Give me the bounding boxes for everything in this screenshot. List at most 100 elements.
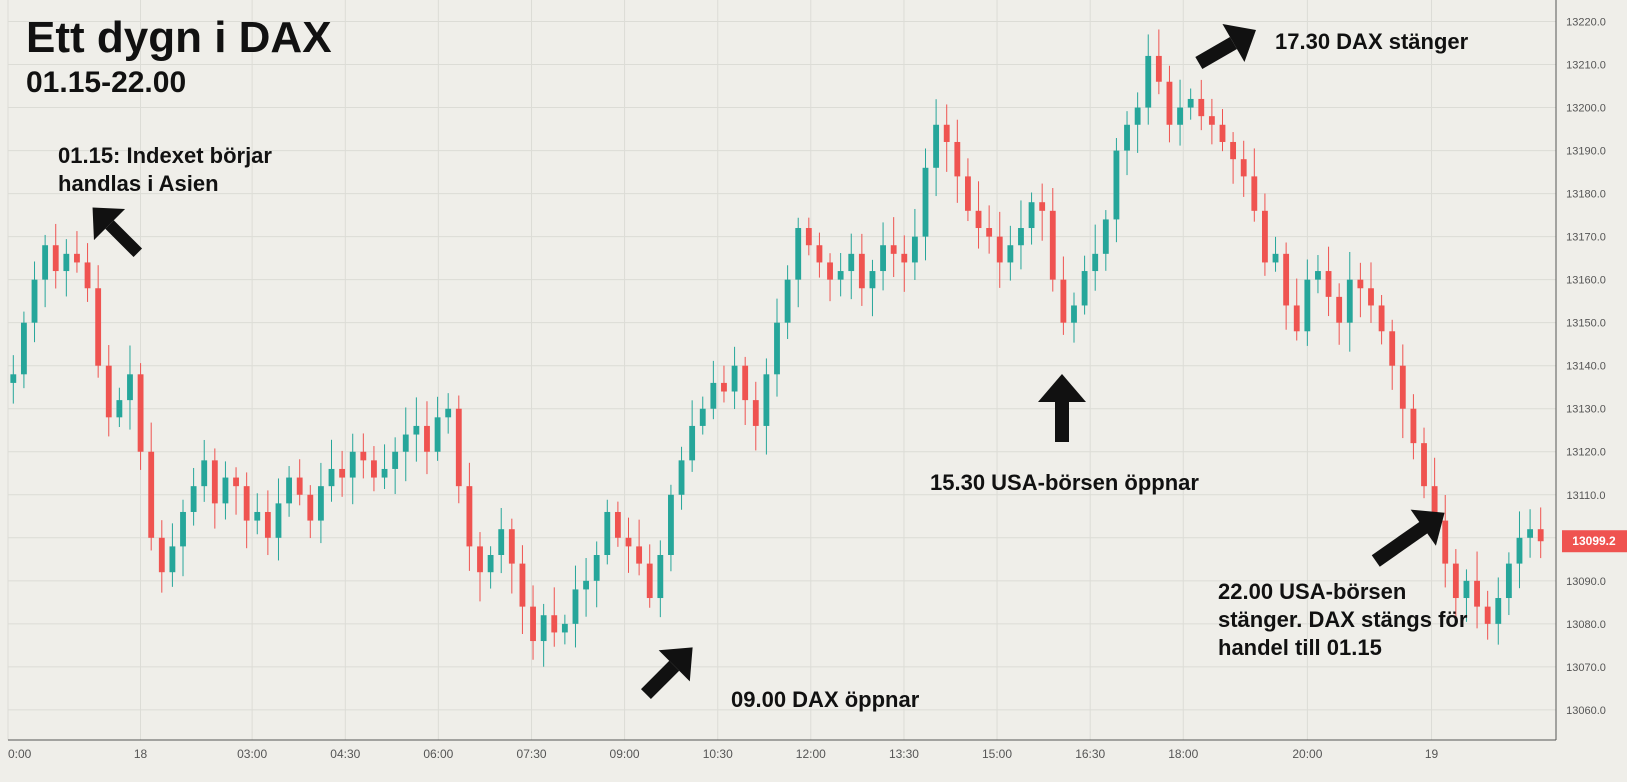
annotation-us-close-line1: 22.00 USA-börsen [1218, 579, 1406, 604]
candle-body [1389, 331, 1396, 366]
candle-body [880, 245, 886, 272]
candle-body [1208, 116, 1215, 125]
y-tick-label: 13160.0 [1566, 275, 1606, 287]
arrow-down-left-icon-2 [1195, 23, 1256, 70]
candle-body [1081, 271, 1088, 306]
candle-body [1166, 81, 1173, 125]
candle-body [42, 245, 49, 280]
candle-body [371, 460, 377, 478]
annotation-dax-open: 09.00 DAX öppnar [731, 687, 920, 712]
x-tick-label: 13:30 [889, 747, 919, 761]
candle-body [827, 262, 833, 280]
last-price-label: 13099.2 [1572, 534, 1616, 548]
candle-body [10, 374, 17, 383]
candle-body [763, 374, 770, 426]
candle-body [954, 141, 961, 177]
candle-body [286, 477, 292, 504]
candle-body [1060, 279, 1067, 323]
candle-body [1505, 563, 1512, 599]
candle-body [466, 486, 473, 547]
candle-body [1325, 271, 1332, 297]
candle-body [1187, 98, 1194, 108]
candle-body [774, 322, 780, 375]
candle-body [922, 167, 929, 237]
candle-body [211, 460, 218, 504]
y-tick-label: 13060.0 [1566, 705, 1606, 717]
candle-body [646, 563, 653, 599]
candle-body [1516, 537, 1523, 564]
y-tick-label: 13090.0 [1566, 576, 1606, 588]
candle-body [933, 124, 940, 168]
arrow-up-right-icon [1371, 509, 1445, 567]
candle-body [95, 288, 102, 366]
candle-body [307, 494, 314, 521]
candle-body [943, 124, 950, 142]
candle-body [1028, 202, 1035, 229]
candle-body [519, 563, 526, 607]
last-price-background [1562, 530, 1627, 553]
candle-body [1368, 288, 1374, 306]
candle-body [561, 623, 568, 633]
x-tick-label: 04:30 [330, 747, 360, 761]
candle-body [1198, 98, 1205, 117]
candle-body [837, 271, 844, 280]
chart-subtitle: 01.15-22.00 [26, 66, 186, 99]
x-tick-label: 0:00 [8, 747, 32, 761]
candle-body [445, 408, 452, 418]
candle-body [1463, 580, 1470, 599]
candle-body [190, 486, 197, 512]
x-tick-label: 10:30 [703, 747, 733, 761]
candle-body [752, 400, 759, 426]
candle-body [1219, 124, 1226, 142]
candle-body [986, 228, 993, 237]
candle-body [1484, 606, 1491, 624]
candle-body [1283, 253, 1290, 306]
candle-body [604, 511, 611, 555]
candle-body [1071, 305, 1077, 323]
last-price-tag: 13099.2 [1562, 530, 1627, 553]
candle-body [551, 615, 558, 633]
candle-body [63, 253, 70, 272]
candle-body [477, 546, 483, 573]
annotation-us-open: 15.30 USA-börsen öppnar [930, 470, 1199, 495]
y-tick-label: 13110.0 [1567, 490, 1606, 502]
y-tick-label: 13120.0 [1566, 447, 1606, 459]
x-tick-label: 15:00 [982, 747, 1012, 761]
candle-body [784, 279, 791, 323]
candle-body [668, 494, 674, 555]
candle-body [721, 382, 727, 392]
y-tick-label: 13140.0 [1566, 361, 1606, 373]
candle-body [402, 434, 409, 452]
candle-body [1177, 107, 1183, 125]
x-tick-label: 06:00 [423, 747, 453, 761]
candle-body [1240, 159, 1247, 177]
candle-body [975, 210, 982, 229]
y-tick-label: 13080.0 [1566, 619, 1606, 631]
candle-body [74, 253, 80, 263]
candle-body [1304, 279, 1311, 332]
candle-body [1293, 305, 1300, 332]
candle-body [657, 555, 664, 599]
annotation-us-close-line3: handel till 01.15 [1218, 635, 1382, 660]
candle-body [349, 451, 356, 478]
candle-body [625, 537, 632, 547]
candle-body [1145, 55, 1152, 108]
candle-body [996, 236, 1003, 263]
x-tick-label: 19 [1425, 747, 1439, 761]
y-tick-label: 13130.0 [1566, 404, 1606, 416]
candle-body [699, 408, 706, 426]
candle-body [264, 511, 271, 538]
candle-body [1251, 176, 1258, 211]
candle-body [1452, 563, 1459, 599]
candle-body [137, 374, 144, 452]
candle-body [614, 511, 621, 538]
time-axis[interactable]: 0:00 18 03:00 04:30 06:00 07:30 09:00 10:30 12:0… [8, 739, 1556, 761]
candle-body [508, 529, 515, 564]
chart-title: Ett dygn i DAX [26, 13, 332, 62]
candle-body [795, 228, 802, 280]
candle-body [678, 460, 685, 495]
candle-body [381, 468, 388, 478]
candle-body [222, 477, 229, 504]
candle-body [572, 589, 579, 624]
